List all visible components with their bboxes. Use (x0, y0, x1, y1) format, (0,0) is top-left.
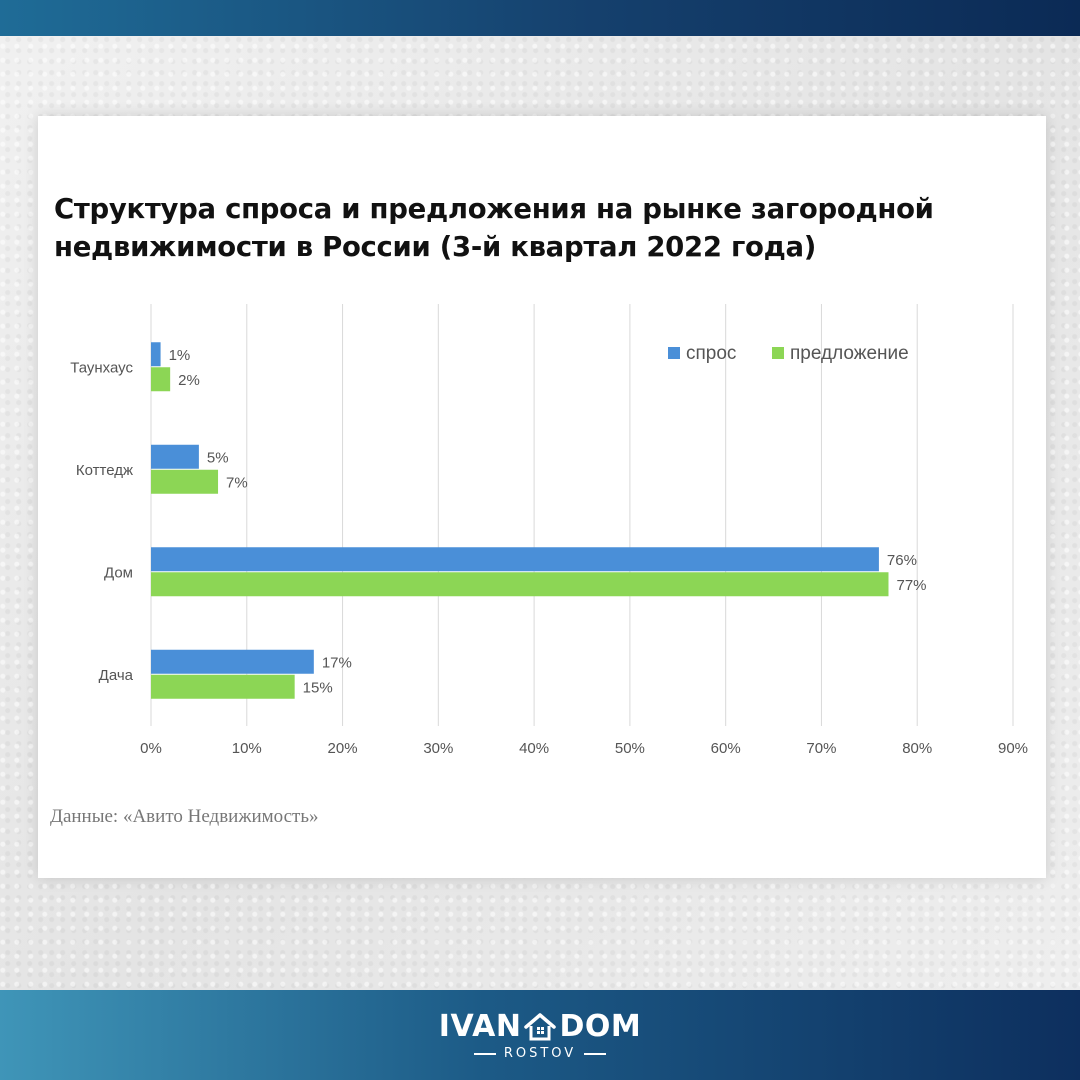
bar-demand (151, 342, 161, 367)
legend-swatch (772, 347, 784, 359)
x-tick-label: 90% (998, 740, 1028, 757)
legend-label: предложение (790, 343, 909, 364)
value-label: 5% (207, 449, 229, 466)
value-label: 1% (169, 347, 191, 364)
chart-title: Структура спроса и предложения на рынке … (54, 190, 1024, 266)
source-note: Данные: «Авито Недвижимость» (50, 806, 319, 827)
bar-chart: 0% 10% 20% 30% 40% 50% 60% 70% 80% 90% Таунхаус 1% 2… (70, 304, 1028, 757)
brand-name-left: IVAN (438, 1009, 522, 1044)
x-tick-label: 70% (806, 740, 836, 757)
x-tick-label: 40% (519, 740, 549, 757)
logo-dash-left (473, 1052, 496, 1055)
x-tick-label: 80% (902, 740, 932, 757)
house-icon (524, 1012, 557, 1040)
bar-supply (151, 572, 889, 597)
brand-name-right: DOM (559, 1009, 642, 1044)
legend-label: спрос (686, 343, 736, 364)
bar-demand (151, 547, 879, 572)
category-label: Коттедж (76, 462, 133, 479)
category-label: Дом (104, 564, 133, 581)
x-tick-label: 10% (232, 740, 262, 757)
value-label: 76% (887, 552, 917, 569)
value-label: 77% (896, 577, 926, 594)
x-tick-label: 50% (615, 740, 645, 757)
bar-demand (151, 649, 314, 674)
x-tick-label: 30% (423, 740, 453, 757)
bottom-banner: IVAN DOM ROSTOV (0, 990, 1080, 1080)
legend-swatch (668, 347, 680, 359)
brand-subtitle: ROSTOV (503, 1046, 577, 1061)
category-label: Дача (99, 667, 134, 684)
x-tick-label: 0% (140, 740, 162, 757)
chart-card: Структура спроса и предложения на рынке … (38, 116, 1046, 878)
bar-supply (151, 367, 171, 392)
bar-supply (151, 469, 219, 494)
bar-supply (151, 674, 295, 699)
brand-logo: IVAN DOM ROSTOV (0, 990, 1080, 1080)
x-tick-label: 60% (711, 740, 741, 757)
category-label: Таунхаус (70, 359, 133, 376)
value-label: 15% (303, 679, 333, 696)
value-label: 2% (178, 372, 200, 389)
chart-title-line-2: недвижимости в России (3-й квартал 2022 … (54, 231, 817, 263)
logo-dash-right (584, 1052, 607, 1055)
chart-title-line-1: Структура спроса и предложения на рынке … (54, 193, 934, 225)
value-label: 17% (322, 654, 352, 671)
value-label: 7% (226, 474, 248, 491)
bar-demand (151, 444, 199, 469)
top-banner (0, 0, 1080, 36)
x-tick-label: 20% (328, 740, 358, 757)
